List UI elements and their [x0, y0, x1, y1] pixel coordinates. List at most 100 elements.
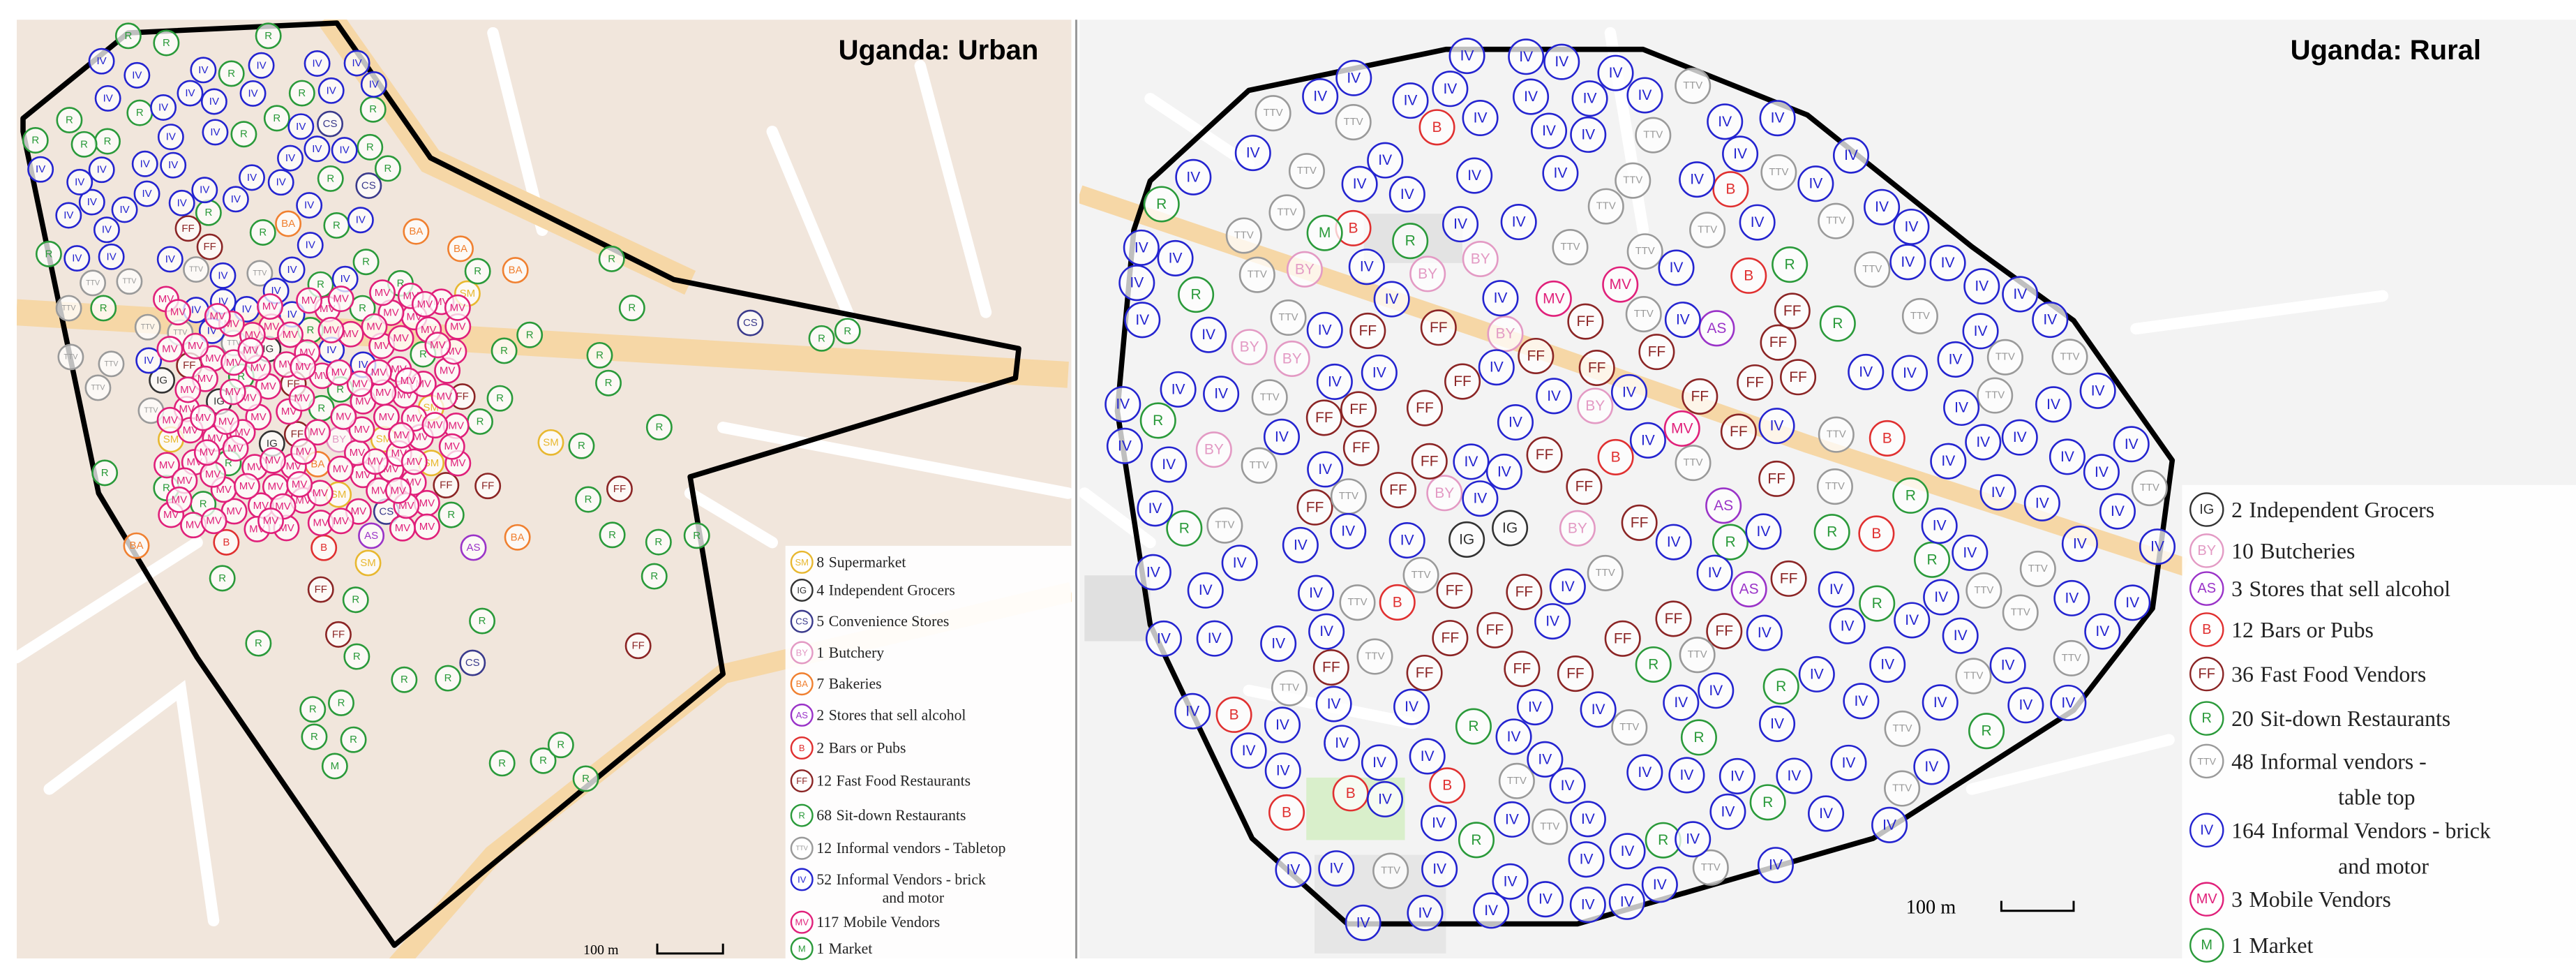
marker-ring — [156, 336, 184, 363]
marker-code: IV — [1592, 702, 1605, 718]
marker-ring — [1578, 349, 1615, 387]
marker-ring — [1306, 311, 1343, 348]
marker-code: TTV — [1826, 216, 1845, 227]
marker-code: MV — [375, 387, 391, 399]
legend-code: MV — [2196, 891, 2218, 907]
marker-code: R — [327, 172, 334, 184]
legend-count: 12 — [2231, 617, 2254, 642]
marker-code: R — [273, 112, 280, 124]
marker-code: MV — [413, 431, 429, 443]
marker-ring — [123, 532, 150, 559]
marker-code: IV — [1118, 438, 1132, 454]
legend-code: TTV — [796, 845, 809, 852]
marker-code: BA — [511, 531, 525, 543]
marker-ring — [1296, 489, 1333, 526]
legend-label: 1 Market — [2231, 933, 2313, 958]
marker-code: FF — [1430, 320, 1448, 336]
marker-code: IV — [1484, 903, 1498, 919]
marker-ring — [1675, 445, 1712, 482]
marker-ring — [2051, 339, 2088, 376]
marker-ring — [1286, 251, 1323, 288]
marker-ring — [1542, 155, 1579, 192]
marker-code: IV — [119, 204, 129, 216]
marker-code: MV — [440, 364, 456, 376]
marker-ring — [183, 256, 210, 283]
marker-code: FF — [203, 241, 216, 253]
marker-code: TTV — [1381, 866, 1400, 877]
vendor-marker: R — [1635, 646, 1672, 683]
marker-ring — [327, 286, 354, 313]
marker-ring — [1638, 334, 1675, 371]
marker-ring — [296, 287, 323, 314]
marker-code: TTV — [2011, 607, 2030, 618]
marker-code: IV — [1505, 811, 1519, 827]
marker-code: MV — [450, 302, 466, 313]
legend-code: AS — [2197, 581, 2216, 596]
vendor-marker: FF — [1296, 489, 1333, 526]
vendor-marker: IV — [1626, 77, 1663, 114]
marker-code: IV — [1309, 585, 1323, 601]
street — [914, 59, 992, 318]
legend-symbol — [790, 868, 814, 891]
vendor-marker: BA — [504, 524, 531, 551]
marker-code: FF — [1358, 323, 1377, 339]
legend-name: Butcheries — [2260, 538, 2355, 563]
vendor-marker: IV — [1453, 443, 1490, 480]
marker-ring — [1819, 305, 1856, 342]
marker-ring — [354, 549, 382, 577]
marker-ring — [325, 359, 352, 386]
vendor-marker: B — [213, 528, 240, 556]
marker-code: MV — [313, 487, 329, 499]
marker-ring — [263, 105, 290, 132]
marker-code: FF — [481, 480, 494, 492]
marker-code: MV — [263, 515, 279, 527]
legend-name: Mobile Vendors — [2249, 887, 2391, 912]
vendor-marker: IV — [2139, 528, 2176, 565]
marker-ring — [2099, 493, 2136, 530]
marker-code: R — [1926, 551, 1937, 568]
vendor-marker: CS — [317, 110, 344, 138]
vendor-marker: AS — [1698, 310, 1735, 347]
legend-code: M — [2201, 938, 2212, 953]
marker-code: R — [237, 371, 245, 383]
marker-code: IV — [1751, 214, 1765, 230]
marker-ring — [204, 303, 231, 329]
vendor-marker: IV — [1448, 38, 1485, 75]
vendor-marker: IV — [1989, 647, 2026, 684]
legend-code: MV — [795, 917, 809, 928]
vendor-marker: TTV — [1255, 95, 1291, 132]
marker-ring — [98, 350, 125, 378]
marker-ring — [88, 156, 115, 184]
marker-code: IV — [1975, 279, 1989, 295]
vendor-marker: IV — [1610, 373, 1648, 410]
marker-code: IV — [1328, 373, 1342, 390]
marker-ring — [297, 232, 324, 259]
legend-count: 164 — [2231, 818, 2265, 843]
marker-ring — [504, 524, 531, 551]
vendor-marker: IV — [1324, 725, 1361, 762]
marker-ring — [1705, 487, 1742, 524]
marker-code: IV — [1545, 614, 1559, 630]
legend-count: 117 — [816, 914, 839, 931]
vendor-marker: IV — [317, 77, 345, 104]
vendor-marker: IV — [1921, 507, 1958, 544]
street — [1965, 734, 2175, 795]
marker-code: IV — [1453, 216, 1467, 232]
vendor-marker: FF — [606, 475, 633, 503]
marker-ring — [1706, 613, 1743, 650]
marker-code: R — [100, 302, 107, 314]
marker-code: TTV — [1260, 392, 1280, 403]
legend-count: 8 — [816, 554, 824, 570]
vendor-marker: IV — [287, 113, 315, 140]
vendor-marker: MV — [361, 313, 388, 340]
vendor-marker: FF — [1682, 378, 1718, 415]
marker-ring — [641, 563, 668, 590]
marker-ring — [1497, 404, 1534, 441]
vendor-marker: MV — [388, 422, 415, 449]
legend-count: 12 — [816, 840, 832, 857]
marker-ring — [1712, 524, 1749, 561]
marker-code: FF — [1614, 630, 1632, 646]
marker-code: TTV — [1893, 723, 1912, 734]
marker-code: R — [605, 377, 613, 389]
marker-code: IV — [285, 152, 295, 164]
